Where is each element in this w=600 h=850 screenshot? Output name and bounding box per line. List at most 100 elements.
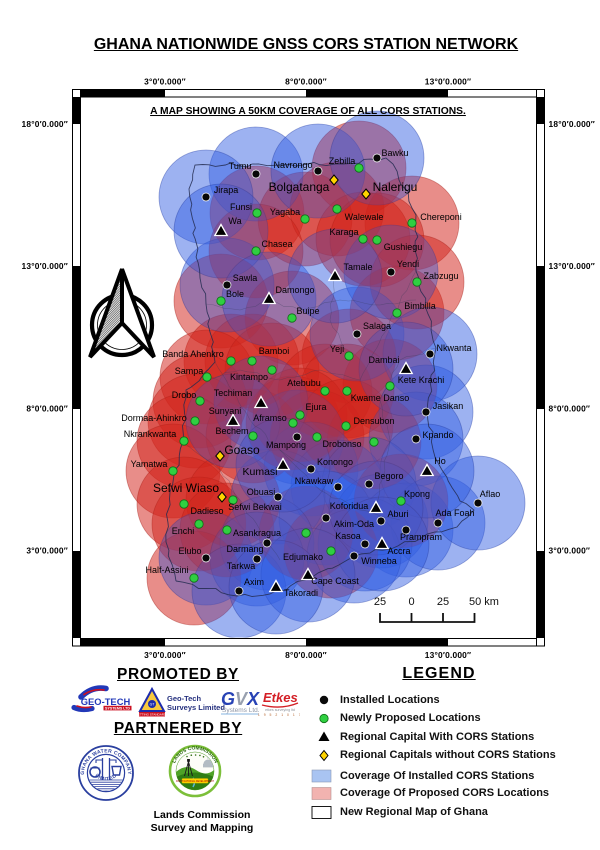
svg-text:0: 0 — [408, 596, 414, 608]
svg-text:Sawla: Sawla — [233, 273, 258, 283]
svg-text:Nkwanta: Nkwanta — [436, 343, 471, 353]
svg-text:Wa: Wa — [228, 216, 241, 226]
svg-text:FIRST NATIONAL DEVELOPMENT: FIRST NATIONAL DEVELOPMENT — [176, 780, 214, 783]
svg-text:13°0′0.000″: 13°0′0.000″ — [425, 650, 472, 660]
svg-text:Begoro: Begoro — [374, 471, 403, 481]
svg-text:Yeji: Yeji — [330, 344, 344, 354]
svg-text:GT: GT — [150, 703, 156, 707]
svg-text:Jasikan: Jasikan — [433, 401, 464, 411]
svg-text:3°0′0.000″: 3°0′0.000″ — [26, 546, 68, 556]
svg-text:Prampram: Prampram — [400, 532, 442, 542]
svg-text:13°0′0.000″: 13°0′0.000″ — [22, 261, 69, 271]
svg-text:18°0′0.000″: 18°0′0.000″ — [22, 119, 69, 129]
svg-text:Drobo: Drobo — [172, 390, 197, 400]
svg-text:Mampong: Mampong — [266, 440, 306, 450]
svg-text:Edjumako: Edjumako — [283, 552, 323, 562]
svg-text:Bolgatanga: Bolgatanga — [269, 180, 330, 194]
svg-text:Gushiegu: Gushiegu — [384, 242, 423, 252]
svg-text:13°0′0.000″: 13°0′0.000″ — [549, 261, 596, 271]
svg-text:Drobonso: Drobonso — [322, 439, 361, 449]
svg-text:Etkes: Etkes — [263, 690, 298, 705]
svg-text:Axim: Axim — [244, 577, 264, 587]
svg-text:Cape Coast: Cape Coast — [311, 576, 359, 586]
svg-text:SETTING STANDARDS: SETTING STANDARDS — [136, 713, 168, 717]
svg-text:Tarkwa: Tarkwa — [227, 561, 256, 571]
svg-text:Dadieso: Dadieso — [190, 506, 223, 516]
svg-text:Akim-Oda: Akim-Oda — [334, 519, 374, 529]
svg-text:Nalerigu: Nalerigu — [373, 180, 418, 194]
svg-text:Nkrankwanta: Nkrankwanta — [124, 429, 177, 439]
svg-text:Yendi: Yendi — [397, 259, 419, 269]
svg-text:Asankragua: Asankragua — [233, 528, 281, 538]
svg-text:Navrongo: Navrongo — [273, 160, 312, 170]
svg-text:Bamboi: Bamboi — [259, 346, 290, 356]
svg-text:Tumu: Tumu — [229, 161, 252, 171]
svg-text:Damongo: Damongo — [275, 285, 314, 295]
svg-text:Dormaa-Ahinkro: Dormaa-Ahinkro — [121, 413, 187, 423]
svg-text:Kwame Danso: Kwame Danso — [351, 393, 410, 403]
svg-text:Kpando: Kpando — [422, 430, 453, 440]
svg-text:A MAP SHOWING A 50KM COVERAGE: A MAP SHOWING A 50KM COVERAGE OF ALL COR… — [150, 106, 466, 117]
svg-text:Koforidua: Koforidua — [330, 501, 369, 511]
svg-text:13°0′0.000″: 13°0′0.000″ — [425, 77, 472, 87]
svg-text:etkes surveying ltd: etkes surveying ltd — [265, 708, 295, 712]
svg-text:Techiman: Techiman — [214, 388, 253, 398]
svg-text:Enchi: Enchi — [172, 526, 195, 536]
svg-text:3°0′0.000″: 3°0′0.000″ — [144, 77, 186, 87]
svg-text:Yamatwa: Yamatwa — [131, 459, 168, 469]
svg-text:Geo-Tech: Geo-Tech — [167, 694, 201, 703]
svg-text:Bawku: Bawku — [381, 148, 408, 158]
svg-text:Karaga: Karaga — [329, 227, 358, 237]
svg-text:Surveys Limited: Surveys Limited — [167, 703, 225, 712]
svg-text:Funsi: Funsi — [230, 202, 252, 212]
svg-text:Ejura: Ejura — [305, 402, 326, 412]
svg-text:Kete Krachi: Kete Krachi — [398, 375, 445, 385]
svg-text:Sunyani: Sunyani — [209, 406, 242, 416]
svg-text:25: 25 — [437, 596, 449, 608]
svg-text:Elubo: Elubo — [178, 546, 201, 556]
svg-text:Ho: Ho — [434, 456, 446, 466]
svg-text:25: 25 — [374, 596, 386, 608]
svg-text:Kasoa: Kasoa — [335, 531, 361, 541]
svg-text:Banda Ahenkro: Banda Ahenkro — [162, 349, 224, 359]
svg-text:Nkawkaw: Nkawkaw — [295, 476, 334, 486]
svg-text:Bole: Bole — [226, 289, 244, 299]
svg-text:3°0′0.000″: 3°0′0.000″ — [144, 650, 186, 660]
svg-text:Ada Foah: Ada Foah — [435, 508, 474, 518]
svg-text:Kintampo: Kintampo — [230, 372, 268, 382]
svg-text:Aflao: Aflao — [480, 489, 501, 499]
svg-text:Winneba: Winneba — [361, 556, 397, 566]
svg-text:Darmang: Darmang — [226, 544, 263, 554]
svg-text:Aburi: Aburi — [387, 509, 408, 519]
svg-text:Goaso: Goaso — [224, 443, 260, 457]
svg-text:8°0′0.000″: 8°0′0.000″ — [285, 650, 327, 660]
svg-text:Accra: Accra — [387, 546, 410, 556]
svg-text:1 9 5 2 1 0 1 7: 1 9 5 2 1 0 1 7 — [258, 713, 300, 717]
svg-text:Atebubu: Atebubu — [287, 378, 321, 388]
svg-text:Sampa: Sampa — [175, 366, 204, 376]
svg-text:8°0′0.000″: 8°0′0.000″ — [285, 77, 327, 87]
svg-text:Tamale: Tamale — [343, 262, 372, 272]
svg-text:Takoradi: Takoradi — [284, 588, 318, 598]
svg-text:Zebilla: Zebilla — [329, 156, 356, 166]
svg-text:Kumasi: Kumasi — [242, 466, 277, 478]
svg-text:Densubon: Densubon — [353, 416, 394, 426]
svg-text:3°0′0.000″: 3°0′0.000″ — [549, 546, 591, 556]
svg-text:Dambai: Dambai — [368, 355, 399, 365]
svg-text:Chasea: Chasea — [261, 239, 292, 249]
svg-text:Buipe: Buipe — [296, 306, 319, 316]
svg-text:GEO-TECH: GEO-TECH — [81, 696, 131, 707]
svg-text:LIMITED: LIMITED — [94, 773, 119, 783]
svg-text:8°0′0.000″: 8°0′0.000″ — [26, 404, 68, 414]
svg-text:Salaga: Salaga — [363, 321, 391, 331]
svg-text:Konongo: Konongo — [317, 457, 353, 467]
svg-text:Bechem: Bechem — [215, 426, 248, 436]
svg-text:18°0′0.000″: 18°0′0.000″ — [549, 119, 596, 129]
svg-text:Bimbilla: Bimbilla — [404, 301, 436, 311]
svg-text:GVX: GVX — [221, 689, 260, 709]
svg-text:Aframso: Aframso — [253, 413, 287, 423]
svg-text:Yagaba: Yagaba — [270, 207, 300, 217]
svg-text:Zabzugu: Zabzugu — [423, 271, 458, 281]
svg-text:Chereponi: Chereponi — [420, 212, 462, 222]
svg-text:50 km: 50 km — [469, 596, 499, 608]
